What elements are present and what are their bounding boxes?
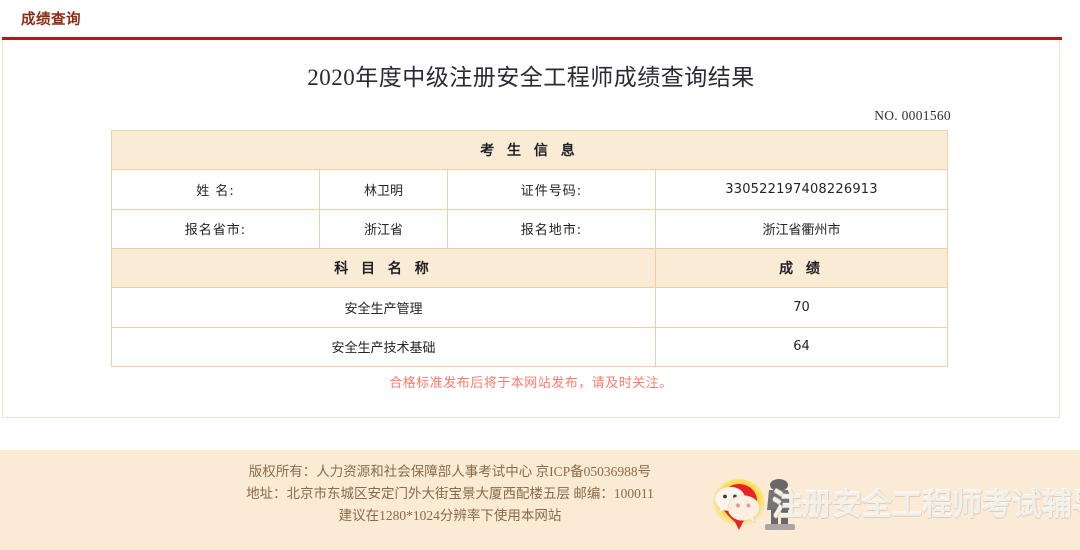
- serial-number: NO. 0001560: [874, 108, 951, 123]
- province-value: 浙江省: [319, 208, 448, 249]
- footer-text-block: 版权所有：人力资源和社会保障部人事考试中心 京ICP备05036988号 地址：…: [0, 461, 900, 527]
- top-bar: 成绩查询: [0, 0, 1080, 40]
- city-label: 报名地市:: [447, 208, 656, 249]
- footer-address: 地址：北京市东城区安定门外大街宝景大厦西配楼五层 邮编：100011: [246, 486, 654, 501]
- footer-copyright: 版权所有：人力资源和社会保障部人事考试中心 京ICP备05036988号: [248, 464, 652, 479]
- subject-column-header: 科 目 名 称: [111, 248, 656, 288]
- table-section-header-candidate: 考 生 信 息: [111, 130, 948, 170]
- score-result-table: 考 生 信 息 姓 名: 林卫明 证件号码: 33052219740822691…: [111, 130, 948, 367]
- notice-text: 合格标准发布后将于本网站发布，请及时关注。: [389, 376, 673, 391]
- subject-score: 70: [655, 287, 948, 328]
- table-section-header-scores: 科 目 名 称 成 绩: [111, 248, 948, 288]
- footer-resolution-note: 建议在1280*1024分辨率下使用本网站: [338, 508, 562, 523]
- header-divider: [2, 37, 1062, 40]
- footer: 版权所有：人力资源和社会保障部人事考试中心 京ICP备05036988号 地址：…: [0, 450, 1080, 550]
- person-watermark-icon: [765, 479, 795, 530]
- subject-name: 安全生产技术基础: [111, 326, 656, 367]
- result-card: 2020年度中级注册安全工程师成绩查询结果 NO. 0001560 考 生 信 …: [2, 40, 1060, 418]
- subject-score: 64: [655, 326, 948, 367]
- province-label: 报名省市:: [111, 208, 320, 249]
- wechat-brand-lockup: 注册安全工程师考试辅导: [700, 474, 1080, 536]
- table-row: 姓 名: 林卫明 证件号码: 330522197408226913: [111, 169, 948, 210]
- table-row: 安全生产技术基础 64: [111, 326, 948, 367]
- table-row: 安全生产管理 70: [111, 287, 948, 328]
- wechat-logo-icon: [713, 479, 765, 530]
- document-title: 2020年度中级注册安全工程师成绩查询结果: [307, 65, 755, 90]
- id-number-label: 证件号码:: [447, 169, 656, 210]
- subject-name: 安全生产管理: [111, 287, 656, 328]
- city-value: 浙江省衢州市: [655, 208, 948, 249]
- page-title: 成绩查询: [21, 12, 81, 28]
- candidate-section-title: 考 生 信 息: [111, 130, 948, 170]
- id-number-value: 330522197408226913: [655, 169, 948, 210]
- score-column-header: 成 绩: [655, 248, 948, 288]
- table-row: 报名省市: 浙江省 报名地市: 浙江省衢州市: [111, 208, 948, 249]
- name-value: 林卫明: [319, 169, 448, 210]
- name-label: 姓 名:: [111, 169, 320, 210]
- wechat-account-name: 注册安全工程师考试辅导: [772, 488, 1080, 523]
